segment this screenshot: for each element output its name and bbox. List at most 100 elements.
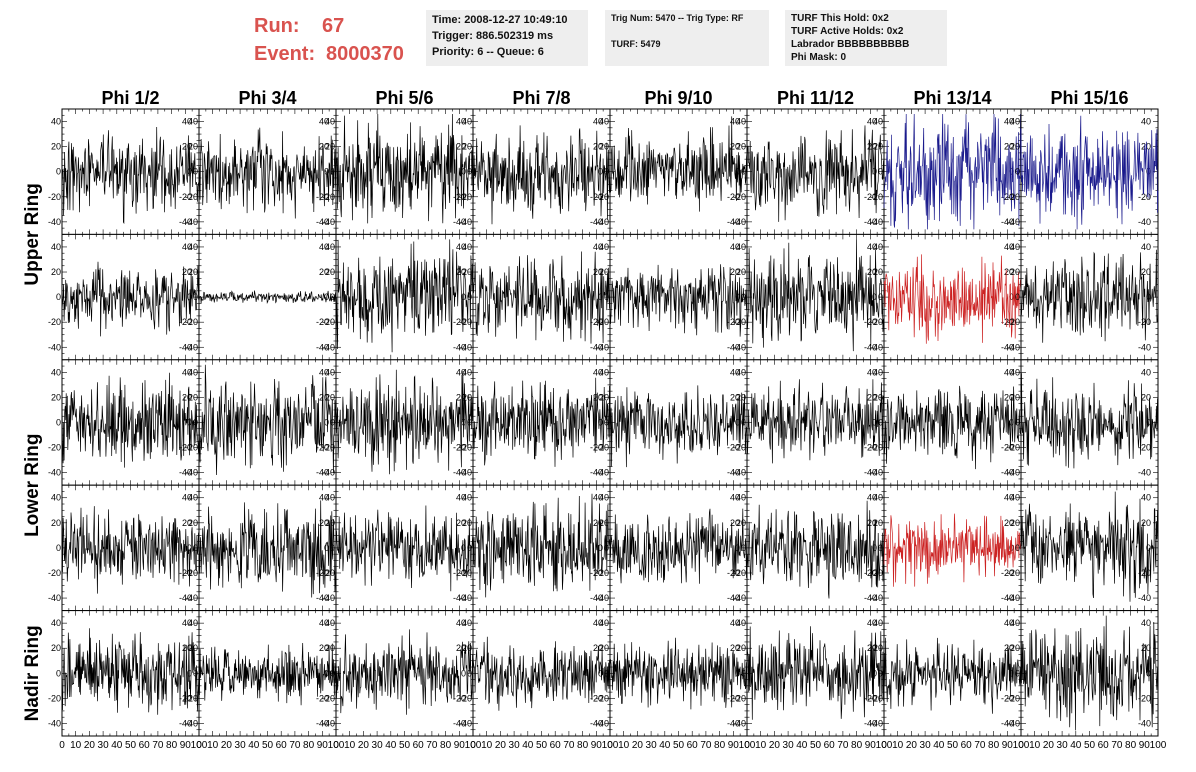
y-tick-label: 0	[324, 167, 329, 177]
y-tick-label: -40	[322, 217, 335, 227]
waveform-trace	[883, 513, 1022, 587]
y-tick-label: 0	[1015, 668, 1020, 678]
waveform-panel	[1020, 108, 1159, 235]
y-tick-label: -20	[870, 192, 883, 202]
y-tick-label: 20	[462, 392, 472, 402]
x-tick-label: 60	[687, 740, 699, 751]
x-tick-label: 10	[481, 740, 493, 751]
x-tick-label: 80	[303, 740, 315, 751]
y-tick-label: 40	[319, 367, 329, 377]
waveform-trace	[472, 251, 611, 344]
y-tick-label: 20	[730, 518, 740, 528]
y-tick-label: 0	[56, 668, 61, 678]
y-tick-label: 0	[1146, 543, 1151, 553]
y-tick-label: 0	[741, 543, 746, 553]
y-tick-label: -40	[733, 342, 746, 352]
y-tick-label: 40	[1004, 242, 1014, 252]
y-tick-label: -20	[727, 317, 740, 327]
x-tick-label: 100	[191, 740, 208, 751]
y-tick-label: 20	[462, 518, 472, 528]
y-tick-label: -20	[864, 192, 877, 202]
y-tick-label: -20	[179, 443, 192, 453]
x-tick-label: 10	[618, 740, 630, 751]
waveform-trace	[61, 126, 200, 225]
y-tick-label: 20	[736, 267, 746, 277]
y-tick-label: -20	[185, 443, 198, 453]
y-tick-label: -40	[870, 718, 883, 728]
y-tick-label: 40	[730, 242, 740, 252]
x-tick-label: 40	[659, 740, 671, 751]
column-header: Phi 15/16	[1050, 88, 1128, 108]
y-tick-label: 20	[867, 392, 877, 402]
y-tick-label: 20	[599, 267, 609, 277]
y-tick-label: -40	[322, 718, 335, 728]
y-tick-label: -40	[179, 718, 192, 728]
y-tick-label: 40	[325, 618, 335, 628]
y-tick-label: -40	[316, 217, 329, 227]
y-tick-label: -20	[590, 568, 603, 578]
y-tick-label: -20	[727, 192, 740, 202]
y-tick-label: -20	[733, 568, 746, 578]
y-tick-label: 20	[456, 267, 466, 277]
y-tick-label: 20	[325, 392, 335, 402]
y-tick-label: 20	[319, 267, 329, 277]
event-label: Event:	[254, 43, 316, 65]
y-tick-label: 40	[599, 242, 609, 252]
y-tick-label: 40	[1004, 493, 1014, 503]
y-tick-label: 40	[456, 618, 466, 628]
y-tick-label: -40	[459, 217, 472, 227]
y-tick-label: -20	[596, 317, 609, 327]
y-tick-label: -40	[1138, 342, 1151, 352]
waveform-trace	[335, 113, 474, 224]
y-tick-label: -20	[1001, 568, 1014, 578]
y-tick-label: 0	[878, 167, 883, 177]
y-tick-label: 20	[1010, 392, 1020, 402]
y-tick-label: 20	[867, 267, 877, 277]
x-tick-label: 20	[358, 740, 370, 751]
waveform-trace	[883, 254, 1022, 344]
waveform-trace	[609, 508, 748, 584]
y-tick-label: -40	[179, 342, 192, 352]
y-tick-label: 0	[1009, 167, 1014, 177]
y-tick-label: -40	[1007, 468, 1020, 478]
x-tick-label: 100	[602, 740, 619, 751]
x-tick-label: 30	[235, 740, 247, 751]
y-tick-label: 20	[325, 142, 335, 152]
y-tick-label: -20	[1138, 192, 1151, 202]
y-tick-label: -20	[179, 317, 192, 327]
x-tick-label: 30	[372, 740, 384, 751]
y-tick-label: 20	[188, 643, 198, 653]
waveform-trace	[746, 379, 885, 464]
y-tick-label: 20	[873, 643, 883, 653]
y-tick-label: -20	[733, 693, 746, 703]
waveform-trace	[609, 637, 748, 710]
y-tick-label: -20	[727, 693, 740, 703]
y-tick-label: 40	[1141, 618, 1151, 628]
y-tick-label: 20	[319, 142, 329, 152]
y-tick-label: 20	[593, 142, 603, 152]
x-tick-label: 70	[563, 740, 575, 751]
y-tick-label: 40	[873, 367, 883, 377]
waveform-trace	[472, 493, 611, 598]
y-tick-label: -40	[590, 718, 603, 728]
ring-label: Nadir Ring	[22, 625, 43, 721]
y-tick-label: -20	[453, 568, 466, 578]
y-tick-label: 0	[1009, 543, 1014, 553]
y-tick-label: -20	[1007, 693, 1020, 703]
x-tick-label: 30	[509, 740, 521, 751]
y-tick-label: -40	[864, 718, 877, 728]
y-tick-label: 0	[604, 668, 609, 678]
y-tick-label: 0	[330, 418, 335, 428]
y-tick-label: 40	[456, 117, 466, 127]
x-tick-label: 80	[166, 740, 178, 751]
column-header: Phi 9/10	[644, 88, 712, 108]
y-tick-label: 40	[319, 618, 329, 628]
y-tick-label: 20	[736, 142, 746, 152]
y-tick-label: 0	[324, 543, 329, 553]
x-tick-label: 40	[522, 740, 534, 751]
y-tick-label: -20	[459, 568, 472, 578]
y-tick-label: -40	[1007, 593, 1020, 603]
x-tick-label: 50	[536, 740, 548, 751]
y-tick-label: -20	[870, 443, 883, 453]
waveform-trace	[335, 239, 474, 353]
